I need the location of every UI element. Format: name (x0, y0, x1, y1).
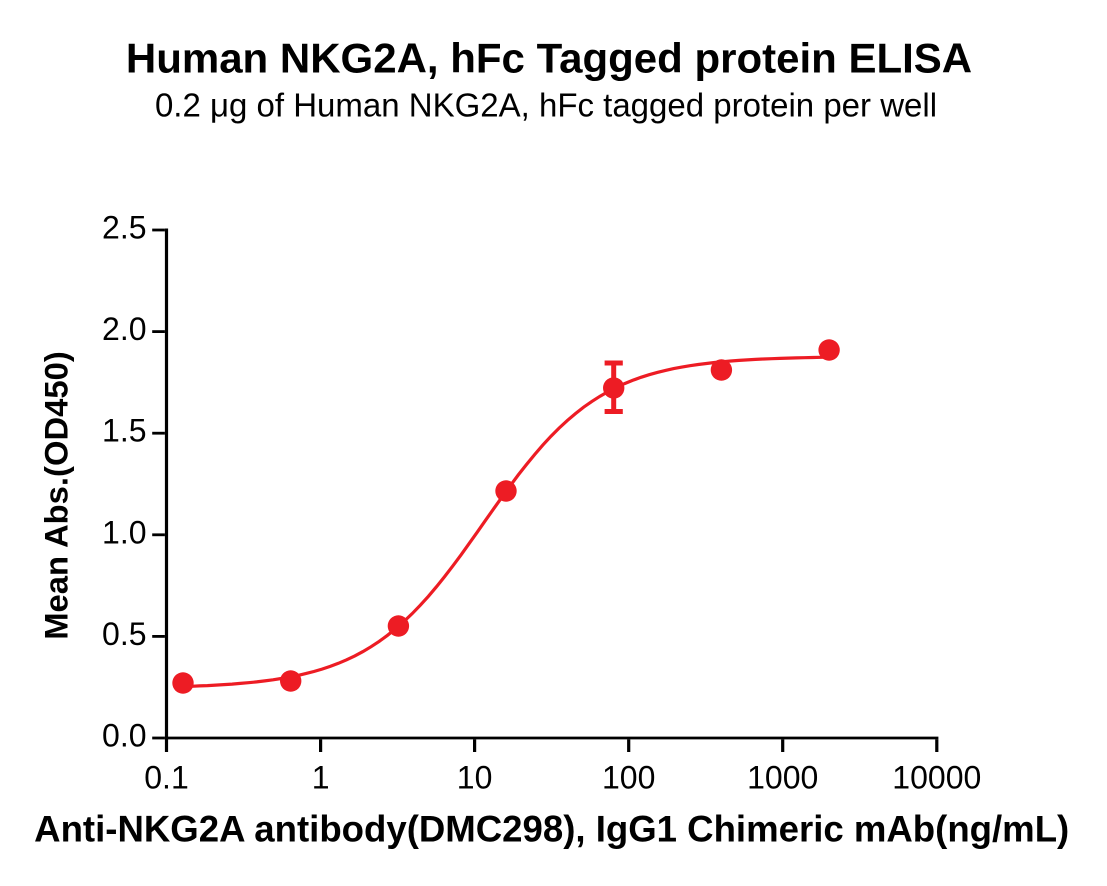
svg-text:2.5: 2.5 (102, 210, 146, 246)
svg-text:1.5: 1.5 (102, 413, 146, 449)
svg-text:0.5: 0.5 (102, 616, 146, 652)
svg-text:0.0: 0.0 (102, 718, 146, 754)
svg-text:1: 1 (312, 760, 330, 796)
svg-text:2.0: 2.0 (102, 311, 146, 347)
svg-text:100: 100 (602, 760, 655, 796)
svg-text:1.0: 1.0 (102, 514, 146, 550)
svg-text:10: 10 (457, 760, 493, 796)
svg-text:Human NKG2A, hFc Tagged protei: Human NKG2A, hFc Tagged protein ELISA (126, 35, 972, 82)
svg-text:0.2 μg of Human NKG2A, hFc tag: 0.2 μg of Human NKG2A, hFc tagged protei… (155, 86, 937, 123)
svg-text:Anti-NKG2A antibody(DMC298), I: Anti-NKG2A antibody(DMC298), IgG1 Chimer… (34, 809, 1069, 850)
svg-text:1000: 1000 (747, 760, 818, 796)
svg-text:10000: 10000 (892, 760, 981, 796)
svg-text:0.1: 0.1 (144, 760, 188, 796)
svg-text:Mean Abs.(OD450): Mean Abs.(OD450) (38, 351, 75, 640)
